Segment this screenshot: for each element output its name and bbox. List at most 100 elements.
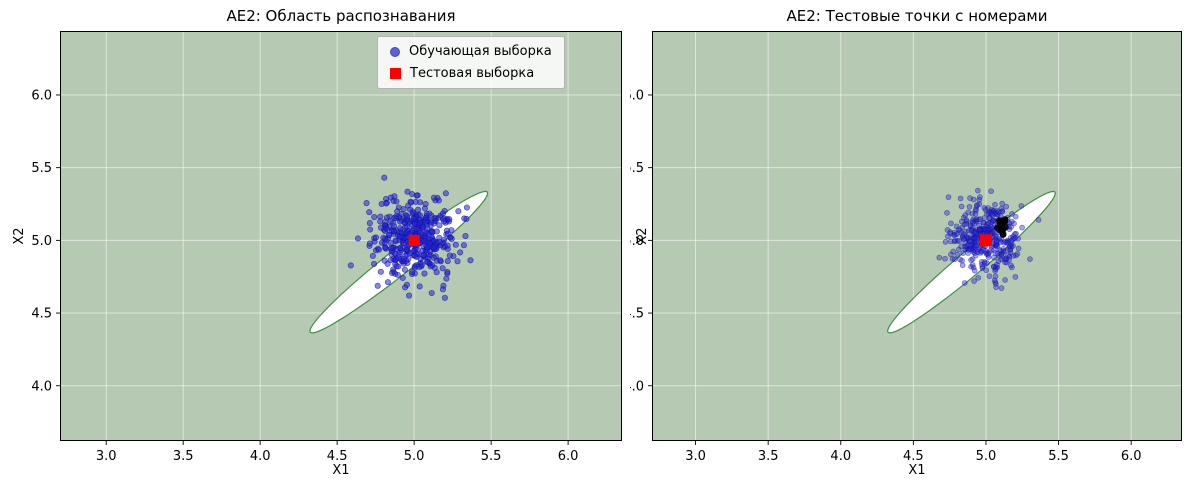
train-point (455, 208, 462, 215)
train-point (957, 195, 964, 202)
x-tick-label: 3.5 (758, 449, 779, 464)
train-point (972, 230, 979, 236)
train-point (410, 215, 417, 222)
train-point (402, 284, 409, 291)
train-point (410, 210, 417, 217)
train-point (430, 244, 437, 251)
train-point (945, 194, 952, 201)
train-point (988, 246, 994, 253)
x-tick-label: 5.0 (404, 449, 425, 464)
train-point (951, 256, 958, 263)
train-point (998, 251, 1005, 258)
x-tick-label: 4.0 (250, 449, 271, 464)
train-point (417, 255, 424, 263)
train-point (1015, 245, 1022, 252)
train-point (950, 248, 957, 255)
train-point (945, 233, 951, 240)
train-point (439, 286, 447, 293)
train-point (384, 225, 391, 232)
train-point (369, 252, 376, 259)
train-point (424, 244, 431, 251)
train-point (437, 257, 444, 264)
train-point (972, 235, 978, 242)
train-point (383, 200, 390, 207)
y-tick-label: 4.0 (630, 379, 644, 394)
train-point (443, 275, 450, 282)
train-point (405, 292, 413, 299)
train-point (428, 289, 435, 297)
train-point (463, 215, 470, 223)
train-point (968, 257, 974, 263)
train-point (995, 258, 1002, 265)
train-point (430, 254, 437, 261)
train-point (422, 218, 429, 225)
train-point (439, 210, 446, 217)
train-point (1006, 257, 1012, 263)
y-tick-label: 5.5 (630, 161, 644, 176)
train-point (377, 213, 384, 220)
train-point (972, 211, 979, 217)
subplot-test-points-numbered: 3.0 3.5 4.0 4.5 5.0 5.5 6.0 4.0 4.5 5.0 5.5 6.0 AE2… (630, 0, 1189, 490)
train-point (398, 229, 405, 236)
train-point (409, 268, 416, 275)
train-point (417, 230, 424, 237)
train-point (395, 254, 402, 261)
subplot-recognition-region: 3.0 3.5 4.0 4.5 5.0 5.5 6.0 4.0 4.5 5.0 5.5 6.0 AE2… (12, 7, 622, 478)
train-point (421, 270, 428, 277)
train-point (997, 239, 1004, 246)
x-tick-label: 5.5 (481, 449, 502, 464)
train-point (452, 241, 459, 248)
y-tick-label: 5.0 (630, 234, 644, 249)
test-point (408, 234, 420, 246)
y-tick-label: 6.0 (31, 88, 52, 103)
train-point (953, 231, 960, 237)
train-point (430, 194, 437, 201)
train-point (1027, 256, 1033, 262)
train-point (1009, 236, 1016, 243)
x-tick-label: 5.0 (976, 449, 997, 464)
train-point (439, 265, 446, 272)
legend-label-training-sample: Обучающая выборка (409, 44, 552, 59)
train-point (366, 220, 373, 227)
train-point (393, 213, 400, 220)
test-sample-marker-icon (390, 68, 401, 79)
train-point (388, 244, 395, 252)
train-point (975, 274, 982, 281)
train-point (1011, 220, 1017, 227)
train-point (415, 206, 422, 213)
y-tick-label: 5.5 (31, 161, 52, 176)
train-point (422, 200, 429, 208)
train-point (367, 226, 374, 233)
axes-spine (60, 31, 622, 441)
train-point (991, 277, 998, 284)
train-point (411, 263, 418, 270)
x-tick-label: 3.5 (173, 449, 194, 464)
train-point (968, 246, 974, 253)
train-point (392, 237, 399, 244)
y-axis-label-right: X2 (635, 227, 650, 245)
train-point (968, 241, 975, 248)
train-point (427, 222, 434, 229)
train-point (983, 267, 990, 274)
train-point (976, 196, 983, 203)
train-point (936, 254, 943, 261)
legend-item-training-sample: Обучающая выборка (390, 44, 552, 59)
train-point (985, 220, 992, 227)
train-point (382, 244, 389, 251)
train-point (460, 242, 468, 249)
train-point (399, 274, 406, 282)
train-point (1003, 239, 1010, 246)
train-point (947, 238, 954, 245)
recognition-region-plot-canvas: 3.0 3.5 4.0 4.5 5.0 5.5 6.0 4.0 4.5 5.0 5.5 6.0 (31, 31, 622, 464)
train-point (991, 264, 997, 270)
train-point (374, 282, 381, 289)
x-tick-label: 3.0 (96, 449, 117, 464)
train-point (986, 273, 993, 280)
train-point (444, 230, 451, 237)
x-tick-label: 5.5 (1048, 449, 1069, 464)
train-point (441, 218, 448, 225)
train-point (961, 280, 968, 286)
train-point (942, 255, 948, 262)
train-point (1019, 224, 1025, 231)
train-point (968, 226, 975, 233)
